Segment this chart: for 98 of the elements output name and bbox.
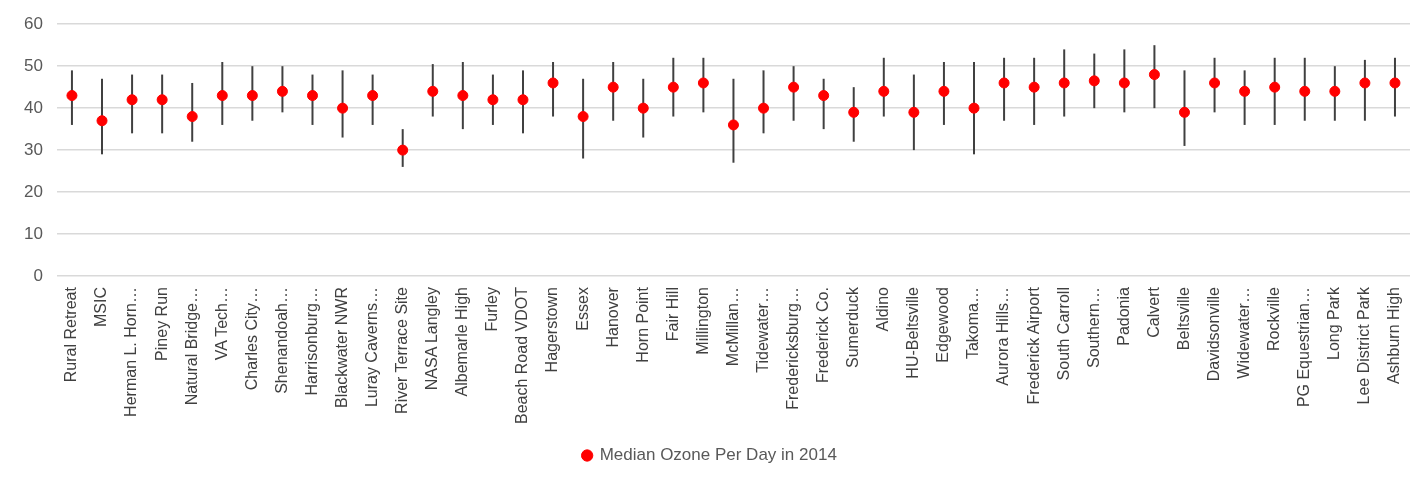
point xyxy=(577,111,589,123)
point xyxy=(1118,77,1130,89)
x-tick-label: Southern… xyxy=(1084,287,1102,368)
y-tick-label: 0 xyxy=(33,265,43,285)
point xyxy=(126,94,138,106)
x-tick-label: Tidewater… xyxy=(753,287,771,373)
x-tick-label: Davidsonville xyxy=(1204,286,1222,382)
point xyxy=(1239,85,1251,97)
x-tick-label: Frederick Airport xyxy=(1024,286,1042,405)
point xyxy=(1148,69,1160,81)
point xyxy=(306,90,318,102)
x-tick-label: Piney Run xyxy=(152,287,170,361)
x-tick-label: Aurora Hills… xyxy=(994,287,1012,386)
point xyxy=(367,90,379,102)
x-tick-label: Aldino xyxy=(874,286,892,332)
x-tick-label: Luray Caverns… xyxy=(363,287,381,408)
x-tick-label: Blackwater NWR xyxy=(332,287,350,408)
point xyxy=(547,77,559,89)
point xyxy=(637,102,649,114)
point xyxy=(186,111,198,123)
legend-label: Median Ozone Per Day in 2014 xyxy=(599,445,837,465)
point xyxy=(998,77,1010,89)
point xyxy=(818,90,830,102)
x-tick-label: Frederick Co. xyxy=(814,287,832,384)
x-tick-label: Rockville xyxy=(1265,286,1283,352)
point xyxy=(156,94,168,106)
point xyxy=(66,90,78,102)
point xyxy=(216,90,228,102)
point xyxy=(667,81,679,93)
point xyxy=(1269,81,1281,93)
point xyxy=(246,90,258,102)
x-tick-label: Long Park xyxy=(1325,286,1343,360)
point xyxy=(1178,106,1190,118)
point xyxy=(788,81,800,93)
x-tick-label: Millington xyxy=(693,287,711,355)
x-tick-label: Shenandoah… xyxy=(272,287,290,394)
x-tick-label: River Terrace Site xyxy=(393,286,411,414)
point xyxy=(1329,85,1341,97)
x-tick-label: Fair Hill xyxy=(663,287,681,342)
x-tick-label: Natural Bridge… xyxy=(182,287,200,406)
x-tick-label: Horn Point xyxy=(633,286,651,363)
point xyxy=(517,94,529,106)
x-tick-label: Furley xyxy=(483,287,501,332)
x-tick-label: MSIC xyxy=(92,287,110,328)
x-tick-label: Herman L. Horn… xyxy=(122,287,140,417)
point xyxy=(1299,85,1311,97)
x-tick-label: VA Tech… xyxy=(212,287,230,361)
x-tick-label: Sumerduck xyxy=(844,286,862,368)
x-tick-label: Essex xyxy=(573,287,591,331)
point xyxy=(337,102,349,114)
y-tick-label: 10 xyxy=(23,223,43,243)
x-tick-label: Fredericksburg… xyxy=(784,287,801,410)
y-tick-label: 50 xyxy=(23,55,43,75)
x-tick-label: McMillan… xyxy=(723,287,741,367)
x-tick-label: Takoma… xyxy=(964,287,982,360)
x-tick-label: HU-Beltsville xyxy=(904,286,922,379)
x-tick-label: Ashburn High xyxy=(1385,287,1403,384)
point xyxy=(1209,77,1221,89)
point xyxy=(727,119,739,131)
y-tick-label: 60 xyxy=(23,13,43,33)
point xyxy=(1028,81,1040,93)
x-tick-label: Padonia xyxy=(1114,286,1132,346)
x-tick-label: Albemarle High xyxy=(453,287,471,397)
point xyxy=(968,102,980,114)
x-tick-label: Harrisonburg… xyxy=(302,287,320,396)
x-tick-label: Lee District Park xyxy=(1355,286,1373,405)
x-tick-label: Calvert xyxy=(1144,286,1162,338)
point xyxy=(427,85,439,97)
point xyxy=(878,85,890,97)
point xyxy=(397,144,409,156)
y-tick-label: 30 xyxy=(23,139,43,159)
x-tick-label: PG Equestrian… xyxy=(1295,287,1313,408)
x-tick-label: Beach Road VDOT xyxy=(513,286,531,424)
y-tick-label: 40 xyxy=(23,97,43,117)
point xyxy=(96,115,108,127)
point xyxy=(938,85,950,97)
x-tick-label: Rural Retreat xyxy=(62,286,80,383)
point xyxy=(487,94,499,106)
x-tick-label: Charles City… xyxy=(242,287,260,391)
x-tick-label: Widewater… xyxy=(1235,287,1253,379)
point xyxy=(697,77,709,89)
y-tick-label: 20 xyxy=(23,181,43,201)
point xyxy=(1359,77,1371,89)
x-tick-label: Beltsville xyxy=(1174,286,1192,351)
point xyxy=(276,85,288,97)
point xyxy=(758,102,770,114)
point xyxy=(1389,77,1401,89)
x-tick-label: Hagerstown xyxy=(543,287,561,373)
point xyxy=(1088,75,1100,87)
x-tick-label: Hanover xyxy=(603,286,621,348)
x-tick-label: South Carroll xyxy=(1054,287,1072,381)
point xyxy=(1058,77,1070,89)
x-tick-label: NASA Langley xyxy=(423,287,441,391)
x-tick-label: Edgewood xyxy=(934,287,952,363)
point xyxy=(607,81,619,93)
point xyxy=(457,90,469,102)
point xyxy=(908,106,920,118)
point xyxy=(848,106,860,118)
